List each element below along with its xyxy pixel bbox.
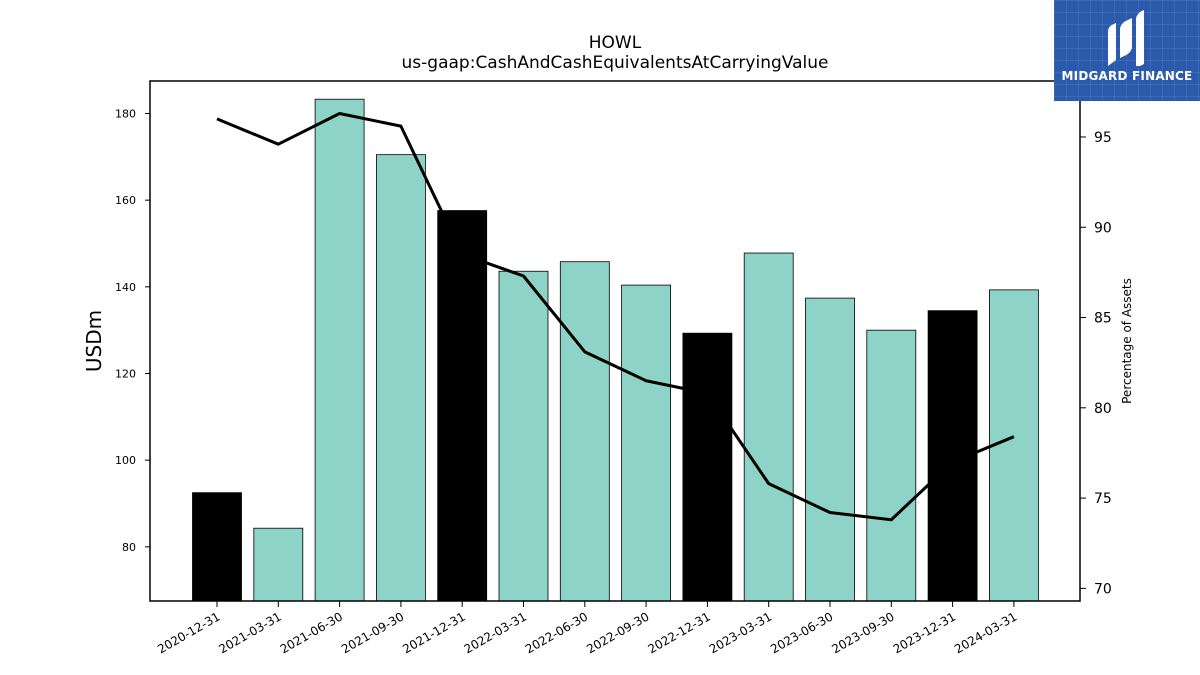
bar <box>498 270 549 602</box>
chart-title: HOWL <box>589 33 642 53</box>
midgard-finance-logo: MIDGARD FINANCE <box>1054 0 1200 101</box>
bar <box>682 332 733 602</box>
x-tick-label: 2022-03-31 <box>462 609 529 656</box>
x-tick-label: 2020-12-31 <box>155 609 222 656</box>
y2-axis-label: Percentage of Assets <box>1120 278 1134 404</box>
y-tick-label: 80 <box>122 541 136 554</box>
chart-subtitle: us-gaap:CashAndCashEquivalentsAtCarrying… <box>402 53 829 73</box>
x-tick-label: 2022-12-31 <box>645 609 712 656</box>
y2-tick-label: 70 <box>1094 581 1112 597</box>
bar <box>621 284 671 602</box>
plot-frame <box>149 80 1081 602</box>
left-axis: 80 100 120 140 160 180 <box>115 108 150 554</box>
bar <box>743 252 794 602</box>
bar <box>805 297 855 602</box>
x-tick-label: 2022-06-30 <box>523 609 590 656</box>
x-tick-label: 2021-03-31 <box>216 609 283 656</box>
x-tick-label: 2022-09-30 <box>584 609 651 656</box>
x-tick-label: 2024-03-31 <box>952 609 1019 656</box>
line-group <box>216 112 1015 522</box>
right-axis: 70 75 80 85 90 95 <box>1080 130 1112 597</box>
y2-tick-label: 85 <box>1094 311 1112 327</box>
bar <box>989 289 1039 602</box>
y-tick-label: 120 <box>115 368 136 381</box>
y2-tick-label: 75 <box>1094 491 1112 507</box>
line-series <box>216 112 1015 522</box>
y-tick-label: 100 <box>115 454 136 467</box>
logo-text: MIDGARD FINANCE <box>1061 69 1193 83</box>
y-tick-label: 180 <box>115 108 136 121</box>
y2-tick-label: 95 <box>1094 130 1112 146</box>
x-tick-label: 2023-06-30 <box>768 609 835 656</box>
bar <box>192 492 242 602</box>
bar <box>253 527 304 602</box>
y2-tick-label: 90 <box>1094 220 1112 236</box>
x-tick-label: 2023-03-31 <box>707 609 774 656</box>
x-tick-label: 2021-12-31 <box>400 609 467 656</box>
bars-group <box>192 98 1039 602</box>
x-tick-label: 2021-09-30 <box>339 609 406 656</box>
y-axis-label: USDm <box>82 310 106 372</box>
x-tick-label: 2021-06-30 <box>278 609 345 656</box>
bar <box>375 154 426 602</box>
y-tick-label: 160 <box>115 194 136 207</box>
bar <box>866 329 917 602</box>
bar <box>437 210 488 602</box>
logo-mark-icon <box>1108 10 1144 66</box>
x-tick-label: 2023-12-31 <box>891 609 958 656</box>
bar <box>314 98 365 602</box>
x-axis: 2020-12-312021-03-312021-06-302021-09-30… <box>155 601 1019 656</box>
x-tick-label: 2023-09-30 <box>829 609 896 656</box>
y-tick-label: 140 <box>115 281 136 294</box>
bar <box>559 261 610 602</box>
y2-tick-label: 80 <box>1094 401 1112 417</box>
